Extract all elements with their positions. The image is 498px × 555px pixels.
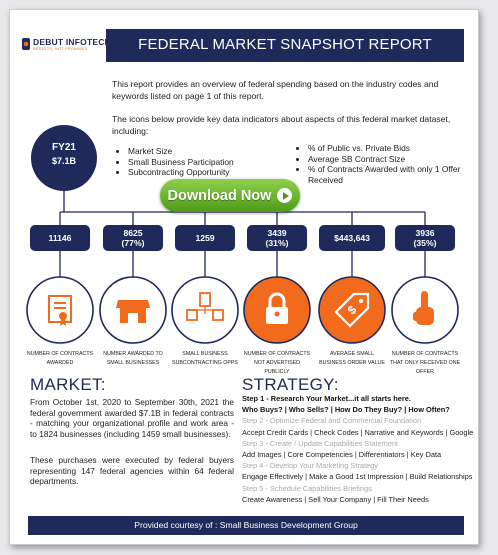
stat-value: 11146: [48, 233, 72, 243]
indicator-item: % of Public vs. Private Bids: [308, 143, 468, 154]
indicator-list: % of Public vs. Private BidsAverage SB C…: [298, 143, 468, 185]
stat-share: (77%): [121, 238, 145, 248]
stat-box: 11146: [30, 225, 90, 251]
stat-box: $443,643: [319, 225, 385, 251]
indicator-item: Market Size: [128, 146, 288, 157]
indicator-item: Small Business Participation: [128, 157, 288, 168]
stat-box: 3439 (31%): [247, 225, 307, 251]
strategy-line: Step 4 - Develop Your Marketing Strategy: [242, 461, 378, 471]
strategy-line: Add Images | Core Competencies | Differe…: [242, 450, 442, 460]
strategy-line: Step 3 - Create / Update Capabilities St…: [242, 438, 399, 448]
report-sheet: [9, 9, 479, 545]
icon-shape: [128, 313, 138, 323]
icon-shape: [59, 312, 67, 320]
stat-box: 8625 (77%): [103, 225, 163, 251]
intro-paragraph: This report provides an overview of fede…: [112, 79, 439, 101]
icon-shape: [421, 291, 428, 311]
button-label[interactable]: Download Now: [167, 187, 272, 204]
logo-tagline: RESULTS, NOT PROMISES: [33, 47, 88, 51]
stat-share: (31%): [265, 238, 289, 248]
indicator-item: Subcontracting Opportunity: [128, 167, 288, 178]
market-paragraph: From October 1st, 2020 to September 30th…: [30, 397, 234, 439]
stat-box: 1259: [175, 225, 235, 251]
total-year: FY21: [52, 142, 76, 153]
stat-label: NUMBER OF CONTRACTS AWARDED: [26, 351, 94, 366]
stat-label: SMALL BUSINESS SUBCONTRACTING OPPS: [172, 351, 238, 366]
icon-shape: [48, 295, 72, 323]
strategy-line: Step 2 - Optimize Federal and Commercial…: [242, 416, 422, 426]
stat-value: 8625: [123, 228, 143, 238]
icon-shape: [274, 311, 280, 317]
strategy-line: Accept Credit Cards | Check Codes | Narr…: [242, 427, 474, 437]
stat-value: 3439: [267, 228, 287, 238]
strategy-line: Create Awareness | Sell Your Company | F…: [242, 494, 429, 504]
play-icon[interactable]: [277, 188, 293, 203]
indicator-item: Average SB Contract Size: [308, 154, 468, 165]
icon-shape: [116, 300, 150, 308]
icon: [186, 292, 224, 321]
stat-label: NUMBER OF CONTRACTS THAT ONLY RECEIVED O…: [389, 351, 461, 375]
logo-name: DEBUT INFOTECH: [33, 37, 111, 47]
logo-dot: [23, 41, 29, 47]
icon-shape: [413, 312, 418, 321]
strategy-line: Step 1 - Research Your Market...it all s…: [242, 394, 411, 403]
play-arrow: [282, 191, 289, 200]
strategy-line: Who Buys? | Who Sells? | How Do They Buy…: [242, 405, 450, 415]
header-band: [106, 29, 464, 62]
intro-paragraph: The icons below provide key data indicat…: [112, 114, 451, 136]
stat-share: (35%): [413, 238, 437, 248]
stat-label: AVERAGE SMALL BUSINESS ORDER VALUE: [319, 351, 385, 366]
section-heading: STRATEGY:: [242, 375, 339, 394]
stat-label: NUMBER AWARDED TO SMALL BUSINESSES: [103, 351, 163, 366]
strategy-line: Engage Effectively | Make a Good 1st Imp…: [242, 472, 473, 482]
market-paragraph: These purchases were executed by federal…: [30, 455, 234, 487]
icon: [48, 295, 72, 326]
icon-shape: [416, 307, 434, 325]
download-button[interactable]: Download Now: [160, 179, 300, 212]
logo-mark: [22, 38, 30, 50]
stat-box: 3936 (35%): [395, 225, 455, 251]
indicator-item: % of Contracts Awarded with only 1 Offer…: [308, 164, 468, 185]
icon: [116, 300, 150, 323]
stat-value: $443,643: [334, 233, 370, 243]
indicator-list: Market SizeSmall Business ParticipationS…: [118, 146, 288, 178]
icon-shape: [268, 292, 286, 307]
report-title: FEDERAL MARKET SNAPSHOT REPORT: [138, 36, 432, 53]
stat-value: 1259: [195, 233, 215, 243]
strategy-list: Step 1 - Research Your Market...it all s…: [242, 393, 474, 505]
stat-label: NUMBER OF CONTRACTS NOT ADVERTISED PUBLI…: [243, 351, 311, 375]
footer: Provided courtesy of : Small Business De…: [28, 516, 464, 535]
icon: [413, 291, 434, 325]
stat-value: 3936: [415, 228, 435, 238]
icon-shape: [334, 292, 370, 328]
total-circle: [31, 125, 97, 191]
strategy-line: Step 5 - Schedule Capabilities Briefings: [242, 483, 372, 493]
icon-shape: [60, 319, 66, 326]
icon-circle: [26, 276, 94, 344]
total-amount: $7.1B: [51, 156, 77, 166]
section-heading: MARKET:: [30, 375, 106, 394]
icon-shape: [358, 298, 364, 304]
icon: [266, 292, 288, 324]
